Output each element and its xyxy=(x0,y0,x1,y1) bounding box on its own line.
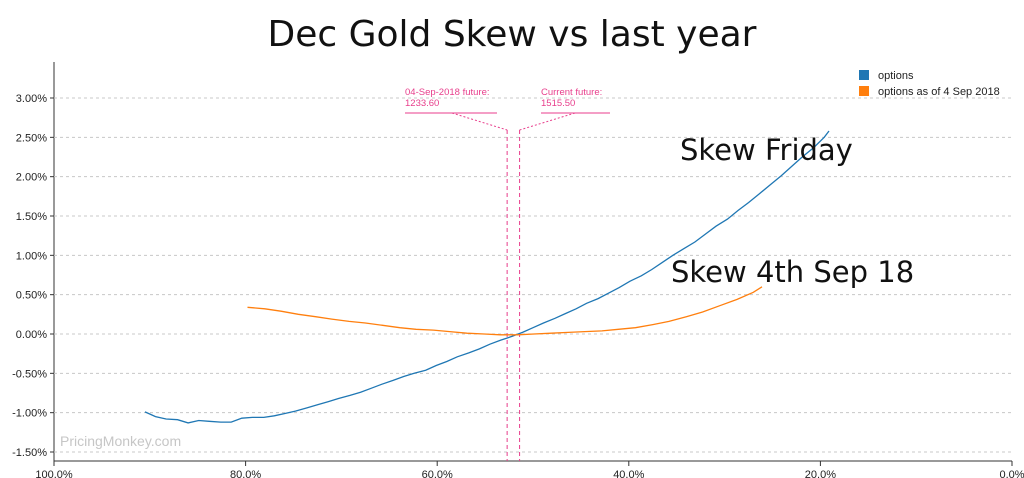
legend-label: options xyxy=(878,70,914,82)
x-tick-label: 100.0% xyxy=(35,469,73,478)
x-tick-label: 0.0% xyxy=(999,469,1024,478)
annotation-skew-friday: Skew Friday xyxy=(680,133,853,167)
page-title: Dec Gold Skew vs last year xyxy=(267,14,757,55)
y-tick-label: 1.50% xyxy=(16,211,47,223)
series-line-options xyxy=(144,130,830,424)
y-tick-label: -1.50% xyxy=(12,447,47,459)
y-tick-label: 2.00% xyxy=(16,172,47,184)
y-tick-label: 1.00% xyxy=(16,250,47,262)
marker-label-right: Current future: xyxy=(541,87,602,98)
marker-value-right: 1515.50 xyxy=(541,98,575,109)
x-tick-label: 40.0% xyxy=(613,469,644,478)
y-tick-label: 0.00% xyxy=(16,329,47,341)
marker-value-left: 1233.60 xyxy=(405,98,439,109)
y-tick-label: -0.50% xyxy=(12,368,47,380)
x-tick-label: 80.0% xyxy=(230,469,261,478)
y-tick-label: -1.00% xyxy=(12,408,47,420)
y-tick-label: 3.00% xyxy=(16,93,47,105)
x-tick-label: 20.0% xyxy=(805,469,836,478)
legend-label: options as of 4 Sep 2018 xyxy=(878,86,1000,98)
legend-swatch xyxy=(859,86,869,96)
watermark-text: PricingMonkey.com xyxy=(60,433,181,449)
legend-swatch xyxy=(859,70,869,80)
y-tick-label: 2.50% xyxy=(16,132,47,144)
annotation-skew-4th-sep: Skew 4th Sep 18 xyxy=(671,255,914,289)
series-line-options-4sep2018 xyxy=(247,286,763,336)
x-tick-label: 60.0% xyxy=(422,469,453,478)
marker-connector-left xyxy=(451,112,508,131)
marker-label-left: 04-Sep-2018 future: xyxy=(405,87,490,98)
marker-connector-right xyxy=(519,112,576,131)
y-tick-label: 0.50% xyxy=(16,290,47,302)
